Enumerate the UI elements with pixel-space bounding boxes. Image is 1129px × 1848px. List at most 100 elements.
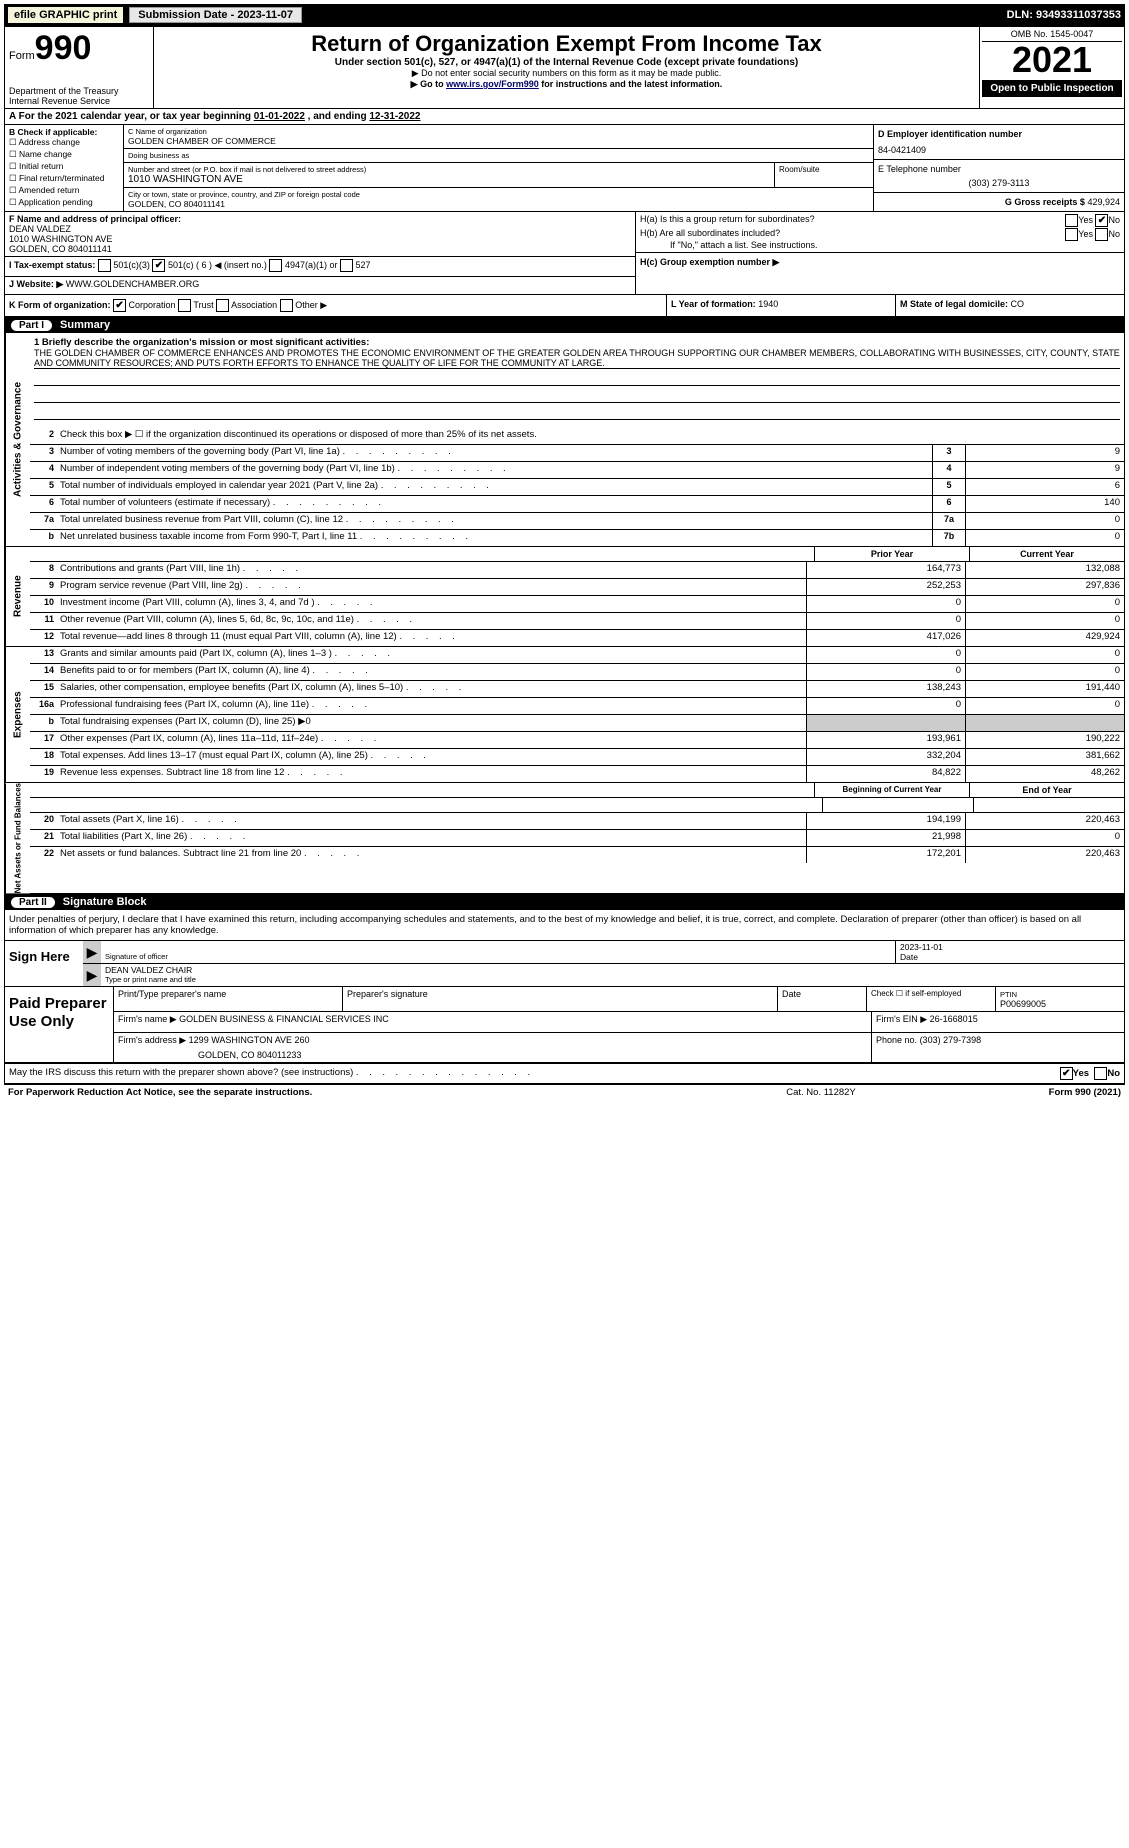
prep-date-label: Date — [777, 987, 866, 1011]
line-prior: 0 — [806, 596, 965, 612]
line-desc: Salaries, other compensation, employee b… — [56, 681, 806, 697]
sign-here-label: Sign Here — [5, 941, 83, 986]
line-12: 12Total revenue—add lines 8 through 11 (… — [30, 630, 1124, 646]
prep-row-1: Print/Type preparer's name Preparer's si… — [113, 987, 1124, 1012]
line-num: 18 — [30, 749, 56, 765]
chk-hb-no[interactable] — [1095, 228, 1108, 241]
sig-name-label: Type or print name and title — [105, 975, 1120, 984]
chk-501c3[interactable] — [98, 259, 111, 272]
line-desc: Total liabilities (Part X, line 26) — [56, 830, 806, 846]
rev-col-hdr: Prior Year Current Year — [30, 547, 1124, 562]
k-corp: Corporation — [129, 300, 176, 310]
line-num: 15 — [30, 681, 56, 697]
c-name-label: C Name of organization — [128, 127, 869, 136]
line-desc: Total assets (Part X, line 16) — [56, 813, 806, 829]
line-num: 16a — [30, 698, 56, 714]
line-current: 220,463 — [965, 847, 1124, 863]
website-value: WWW.GOLDENCHAMBER.ORG — [66, 279, 200, 289]
line-current: 191,440 — [965, 681, 1124, 697]
officer-addr1: 1010 WASHINGTON AVE — [9, 234, 112, 244]
sig-date-cell: 2023-11-01 Date — [895, 941, 1124, 963]
irs-link[interactable]: www.irs.gov/Form990 — [446, 79, 539, 89]
chk-corp[interactable]: ✔ — [113, 299, 126, 312]
row-k-l-m: K Form of organization: ✔ Corporation Tr… — [5, 295, 1124, 317]
form-number: Form990 — [9, 29, 149, 68]
line-prior — [806, 715, 965, 731]
sig-date-label: Date — [900, 952, 1120, 962]
na-col-hdr: Beginning of Current Year End of Year — [30, 783, 1124, 798]
line-num: 21 — [30, 830, 56, 846]
line-current: 0 — [965, 647, 1124, 663]
ein-value: 84-0421409 — [878, 145, 1120, 155]
line-val: 140 — [965, 496, 1124, 512]
line-desc: Other expenses (Part IX, column (A), lin… — [56, 732, 806, 748]
chk-527[interactable] — [340, 259, 353, 272]
ha-label: H(a) Is this a group return for subordin… — [640, 214, 815, 224]
penalty-text: Under penalties of perjury, I declare th… — [5, 910, 1124, 940]
m-label: M State of legal domicile: — [900, 299, 1008, 309]
chk-application-pending[interactable]: ☐ Application pending — [9, 197, 119, 208]
chk-discuss-no[interactable] — [1094, 1067, 1107, 1080]
line-val: 9 — [965, 445, 1124, 461]
l-label: L Year of formation: — [671, 299, 756, 309]
a-end-date: 12-31-2022 — [369, 111, 420, 122]
line-desc: Benefits paid to or for members (Part IX… — [56, 664, 806, 680]
h-b: H(b) Are all subordinates included? Yes … — [640, 228, 1120, 238]
chk-ha-yes[interactable] — [1065, 214, 1078, 227]
chk-name-change[interactable]: ☐ Name change — [9, 149, 119, 160]
line-prior: 417,026 — [806, 630, 965, 646]
goto-pre: ▶ Go to — [411, 79, 446, 89]
form-label: Form — [9, 50, 35, 62]
chk-address-change[interactable]: ☐ Address change — [9, 137, 119, 148]
mission-label: 1 Briefly describe the organization's mi… — [34, 337, 369, 348]
line-9: 9Program service revenue (Part VIII, lin… — [30, 579, 1124, 596]
form-frame: Form990 Department of the Treasury Inter… — [4, 26, 1125, 1085]
top-bar: efile GRAPHIC print Submission Date - 20… — [4, 4, 1125, 26]
chk-hb-yes[interactable] — [1065, 228, 1078, 241]
line-num: 11 — [30, 613, 56, 629]
line-prior: 194,199 — [806, 813, 965, 829]
preparer-block: Paid Preparer Use Only Print/Type prepar… — [5, 987, 1124, 1064]
line-desc: Total revenue—add lines 8 through 11 (mu… — [56, 630, 806, 646]
k-form-org: K Form of organization: ✔ Corporation Tr… — [5, 295, 667, 316]
line-19: 19Revenue less expenses. Subtract line 1… — [30, 766, 1124, 782]
footer-form: Form 990 (2021) — [921, 1087, 1121, 1098]
sig-row-1: ▶ Signature of officer 2023-11-01 Date — [83, 941, 1124, 964]
section-identity: B Check if applicable: ☐ Address change … — [5, 125, 1124, 212]
tab-revenue: Revenue — [5, 547, 30, 646]
line-current: 0 — [965, 613, 1124, 629]
h-c: H(c) Group exemption number ▶ — [636, 252, 1124, 272]
line-13: 13Grants and similar amounts paid (Part … — [30, 647, 1124, 664]
h-a: H(a) Is this a group return for subordin… — [640, 214, 1120, 224]
ein-label: D Employer identification number — [878, 129, 1120, 139]
prep-self-emp[interactable]: Check ☐ if self-employed — [866, 987, 995, 1011]
chk-discuss-yes[interactable]: ✔ — [1060, 1067, 1073, 1080]
chk-amended-return[interactable]: ☐ Amended return — [9, 185, 119, 196]
chk-other[interactable] — [280, 299, 293, 312]
sig-arrow-2: ▶ — [83, 964, 101, 986]
chk-assoc[interactable] — [216, 299, 229, 312]
officer-name: DEAN VALDEZ — [9, 224, 71, 234]
c-city-row: City or town, state or province, country… — [124, 188, 873, 211]
sig-officer-cell[interactable]: Signature of officer — [101, 941, 895, 963]
line-prior: 0 — [806, 698, 965, 714]
chk-final-return[interactable]: ☐ Final return/terminated — [9, 173, 119, 184]
chk-trust[interactable] — [178, 299, 191, 312]
line-desc: Investment income (Part VIII, column (A)… — [56, 596, 806, 612]
chk-4947[interactable] — [269, 259, 282, 272]
form-title: Return of Organization Exempt From Incom… — [158, 31, 975, 57]
chk-initial-return[interactable]: ☐ Initial return — [9, 161, 119, 172]
line-b: bTotal fundraising expenses (Part IX, co… — [30, 715, 1124, 732]
chk-501c[interactable]: ✔ — [152, 259, 165, 272]
line-box: 5 — [932, 479, 965, 495]
ha-yes: Yes — [1078, 215, 1093, 225]
hb-note: If "No," attach a list. See instructions… — [640, 240, 1120, 250]
prep-row-2: Firm's name ▶ GOLDEN BUSINESS & FINANCIA… — [113, 1012, 1124, 1033]
discuss-row: May the IRS discuss this return with the… — [5, 1064, 1124, 1084]
line-num: 17 — [30, 732, 56, 748]
chk-ha-no[interactable]: ✔ — [1095, 214, 1108, 227]
phone-label: E Telephone number — [878, 164, 1120, 174]
submission-date-button[interactable]: Submission Date - 2023-11-07 — [129, 7, 302, 23]
line-desc: Grants and similar amounts paid (Part IX… — [56, 647, 806, 663]
sig-name-cell: DEAN VALDEZ CHAIR Type or print name and… — [101, 964, 1124, 986]
